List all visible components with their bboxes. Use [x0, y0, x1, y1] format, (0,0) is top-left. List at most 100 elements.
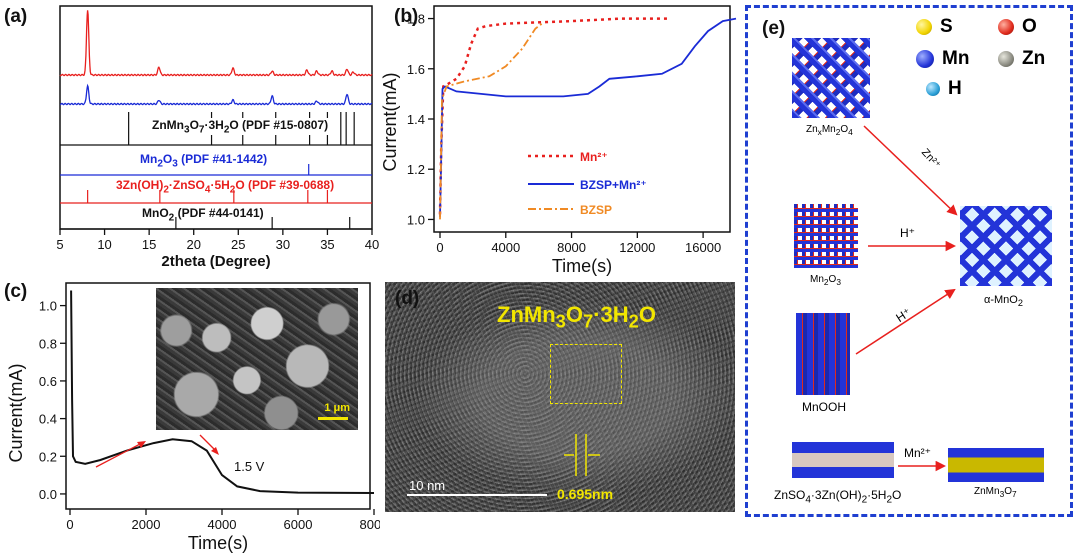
c-ytick-label-1: 0.2 — [39, 449, 57, 464]
b-xtick-label-3: 12000 — [619, 240, 655, 255]
a-xtick-label-1: 10 — [97, 237, 111, 252]
panel-c-voltage-annotation: 1.5 V — [234, 459, 265, 474]
b-xtick-label-0: 0 — [436, 240, 443, 255]
a-xtick-label-2: 15 — [142, 237, 156, 252]
panel-c-frame — [65, 282, 371, 510]
panel-b-frame — [433, 5, 731, 233]
xrd-trace-1 — [59, 83, 373, 106]
panel-c-series — [70, 290, 375, 494]
b-ytick-label-0: 1.0 — [407, 212, 425, 227]
a-xtick-label-6: 35 — [320, 237, 334, 252]
arrow-mn2-label: Mn²⁺ — [904, 446, 931, 460]
b-ytick-label-4: 1.8 — [407, 12, 425, 27]
panel-b-series — [438, 17, 737, 220]
legend-mn: Mn — [916, 48, 969, 70]
legend-o: O — [998, 16, 1037, 38]
manganese-atom-icon — [916, 50, 934, 68]
znxmn2o4-label: ZnxMn2O4 — [806, 124, 853, 137]
panel-d-hrtem-image: (d) ZnMn3O7·3H2O 0.695nm 10 nm — [385, 282, 735, 512]
arrow-h2-path — [855, 288, 956, 355]
mnooh-structure — [796, 313, 850, 395]
panel-c-arrows — [95, 434, 219, 468]
arrow-h1-label: H⁺ — [900, 226, 915, 240]
arrow-rise-head — [137, 441, 146, 448]
c-xtick-label-3: 6000 — [284, 517, 313, 532]
panel-a-traces — [59, 10, 373, 106]
element-legend: S O Mn Zn H — [748, 8, 1070, 108]
legend-h: H — [926, 78, 962, 100]
legend-mn-label: Mn — [942, 48, 970, 69]
c-ytick-label-2: 0.4 — [39, 412, 57, 427]
c-xtick-label-4: 8000 — [360, 517, 380, 532]
panel-a-ref-label-2: 3Zn(OH)2·ZnSO4·5H2O (PDF #39-0688) — [116, 178, 335, 196]
b-ytick-label-1: 1.2 — [407, 162, 425, 177]
arrow-zn2-path — [863, 125, 958, 216]
arrow-rise — [95, 442, 143, 468]
panel-a-label: (a) — [4, 6, 27, 27]
panel-b-current-chart: (b) 0 4000 8000 12000 16000 1.0 1.2 1.4 1.6 1.8 M… — [380, 5, 737, 276]
panel-c-current-chart: (c) 020004000600080000.00.20.40.60.81.0 … — [4, 281, 380, 553]
panel-b-ylabel: Current(mA) — [380, 72, 400, 171]
legend-o-label: O — [1022, 16, 1037, 37]
mn2o3-structure — [794, 204, 858, 268]
legend-zn-label: Zn — [1022, 48, 1046, 69]
mnooh-label: MnOOH — [802, 400, 847, 414]
b-series-0 — [438, 17, 671, 215]
mn2o3-label: Mn2O3 — [810, 274, 841, 287]
b-xtick-label-4: 16000 — [685, 240, 721, 255]
legend-h-label: H — [948, 78, 962, 99]
panel-c-label: (c) — [4, 281, 27, 302]
panel-c-sem-inset: 1 μm — [156, 288, 358, 430]
legend-zn: Zn — [998, 48, 1045, 70]
tem-scale-bar — [407, 494, 547, 496]
a-xtick-label-0: 5 — [56, 237, 63, 252]
oxygen-atom-icon — [998, 19, 1014, 35]
b-xtick-label-2: 8000 — [557, 240, 586, 255]
panel-a-ref-label-0: ZnMn3O7·3H2O (PDF #15-0807) — [150, 118, 331, 136]
sem-scale-label: 1 μm — [324, 402, 350, 414]
panel-d-label: (d) — [395, 288, 420, 309]
a-xtick-label-7: 40 — [365, 237, 379, 252]
hydrogen-atom-icon — [926, 82, 940, 96]
alpha-mno2-structure — [960, 206, 1052, 286]
a-xtick-label-4: 25 — [231, 237, 245, 252]
panel-b-ticks: 0 4000 8000 12000 16000 1.0 1.2 1.4 1.6 1.8 — [407, 12, 721, 255]
panel-a-ref-label-1: Mn2O3 (PDF #41-1442) — [140, 152, 268, 170]
b-series-2 — [439, 22, 543, 220]
tem-scale-label: 10 nm — [409, 478, 446, 493]
znso4-structure — [792, 442, 894, 478]
panel-e-label: (e) — [762, 18, 786, 39]
b-ytick-label-3: 1.6 — [407, 62, 425, 77]
c-xtick-label-2: 4000 — [208, 517, 237, 532]
lattice-spacing-label: 0.695nm — [557, 486, 614, 502]
panel-c-xlabel: Time(s) — [188, 533, 248, 553]
panel-b-xlabel: Time(s) — [552, 256, 612, 276]
panel-b-label: (b) — [394, 6, 418, 27]
c-xtick-label-1: 2000 — [132, 517, 161, 532]
c-series-0 — [70, 290, 375, 494]
znmn3o7-structure — [948, 448, 1044, 482]
panel-c-ylabel: Current(mA) — [6, 363, 26, 462]
panel-d-roi-box — [550, 344, 622, 404]
xrd-trace-0 — [59, 10, 373, 77]
panel-e-schematic: (e) S O Mn Zn H ZnxMn2O4 Mn2O3 MnOOH α-M… — [745, 5, 1073, 517]
c-ytick-label-0: 0.0 — [39, 487, 57, 502]
panel-a-xlabel: 2theta (Degree) — [161, 253, 270, 270]
panel-c-ticks: 0 2000 4000 6000 8000 0.0 0.2 0.4 0.6 0.8 1.0 — [39, 299, 380, 532]
legend-label-mn2: Mn²⁺ — [580, 150, 608, 164]
c-xtick-label-0: 0 — [66, 517, 73, 532]
arrow-fall-head — [211, 447, 219, 455]
panel-d-title: ZnMn3O7·3H2O — [497, 302, 656, 332]
a-xtick-label-5: 30 — [276, 237, 290, 252]
a-xtick-label-3: 20 — [186, 237, 200, 252]
lattice-marker — [564, 434, 600, 476]
sem-scale-bar — [318, 417, 348, 420]
arrow-fall — [199, 434, 217, 452]
legend-label-bzsp: BZSP — [580, 203, 612, 217]
zinc-atom-icon — [998, 51, 1014, 67]
panel-a-x-ticks: 5 10 15 20 25 30 35 40 — [56, 229, 379, 252]
znxmn2o4-structure — [792, 38, 870, 118]
b-xtick-label-1: 4000 — [491, 240, 520, 255]
legend-s: S — [916, 16, 953, 38]
b-series-1 — [439, 17, 737, 217]
